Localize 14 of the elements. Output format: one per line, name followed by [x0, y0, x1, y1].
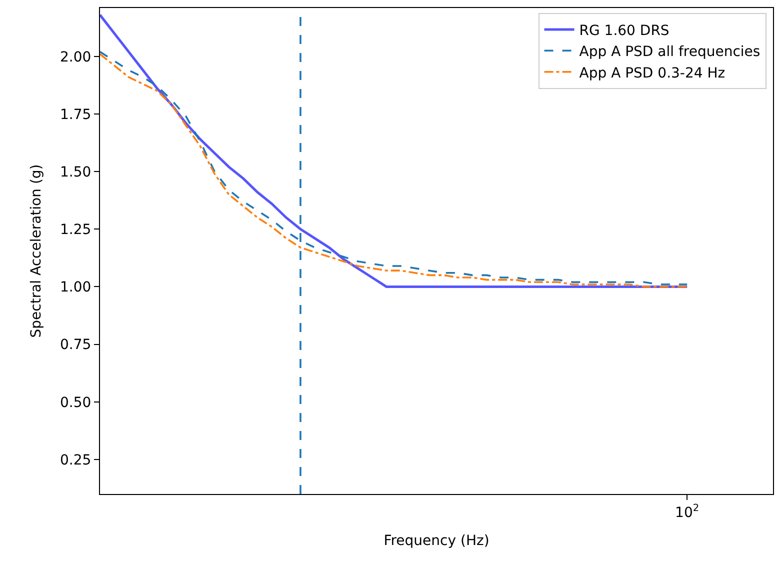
legend-label: App A PSD 0.3-24 Hz: [579, 65, 726, 82]
y-tick-label: 0.50: [60, 394, 92, 411]
x-axis-title: Frequency (Hz): [384, 533, 490, 550]
y-tick-label: 0.25: [60, 452, 92, 468]
y-tick-label: 2.00: [60, 49, 92, 66]
y-axis-title: Spectral Acceleration (g): [28, 164, 45, 338]
y-tick-label: 0.75: [60, 337, 92, 354]
y-tick-label: 1.00: [60, 280, 92, 296]
y-tick-label: 1.50: [60, 164, 92, 180]
x-tick-label: 10$^{2}$: [675, 502, 700, 521]
y-tick-label: 1.25: [60, 222, 92, 238]
legend-label: App A PSD all frequencies: [579, 44, 760, 60]
legend-label: RG 1.60 DRS: [579, 22, 670, 39]
y-tick-label: 1.75: [60, 106, 92, 123]
